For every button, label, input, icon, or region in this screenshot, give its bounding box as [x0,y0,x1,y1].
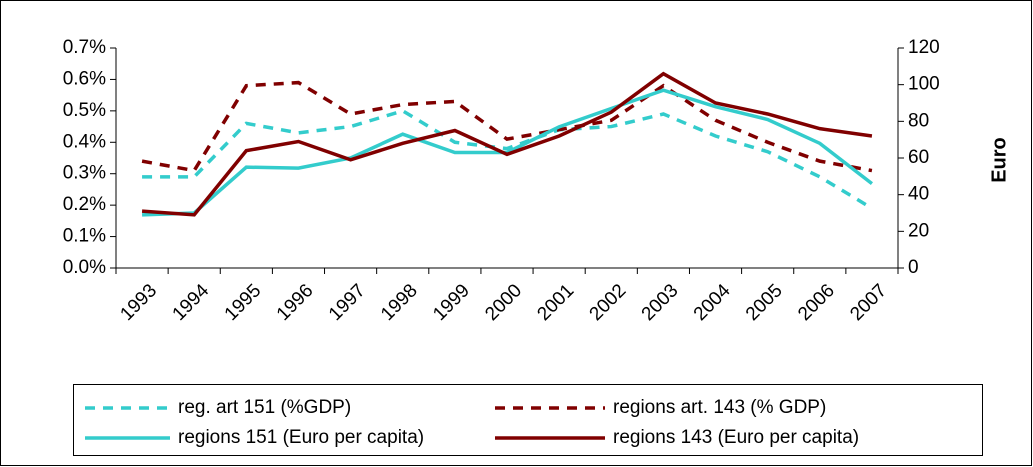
y2-axis-label: Euro [988,137,1010,183]
series-line [141,80,873,173]
y-tick-label: 0.5% [63,100,106,121]
legend-label: reg. art 151 (%GDP) [178,397,351,418]
legend-label: regions 143 (Euro per capita) [613,427,859,448]
y2-tick-label: 40 [908,184,929,205]
y-tick-label: 0.2% [63,194,106,215]
y2-tick-label: 0 [908,257,919,278]
y-tick-label: 0.4% [63,131,106,152]
y2-tick-label: 100 [908,74,940,95]
y-tick-label: 0.7% [63,37,106,58]
y-tick-label: 0.3% [63,163,106,184]
y-tick-label: 0.1% [63,226,106,247]
legend-label: regions 151 (Euro per capita) [178,427,424,448]
legend-box [73,384,983,456]
y-tick-label: 0.6% [63,68,106,89]
legend-label: regions art. 143 (% GDP) [613,397,826,418]
y2-tick-label: 120 [908,37,940,58]
y-tick-label: 0.0% [63,257,106,278]
y2-tick-label: 20 [908,220,929,241]
series-line [141,71,873,217]
y2-tick-label: 60 [908,147,929,168]
series-line [142,108,873,210]
y2-tick-label: 80 [908,110,929,131]
